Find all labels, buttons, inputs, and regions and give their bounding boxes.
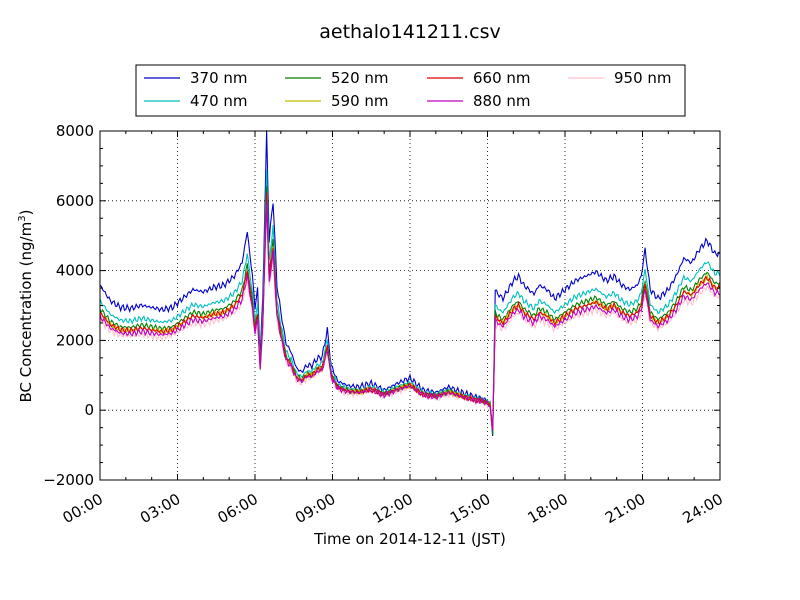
grid-lines [100,131,720,480]
legend-label-950-nm: 950 nm [614,69,672,87]
y-tick-label: −2000 [43,471,94,489]
y-axis-label: BC Concentration (ng/m3) [17,210,35,403]
y-tick-labels: −2000 0 2000 4000 6000 8000 [43,122,94,489]
legend-frame [135,64,686,117]
legend: 370 nm 470 nm 520 nm 590 nm 660 nm 880 nm 950 … [135,64,686,117]
chart-title: aethalo141211.csv [319,21,501,43]
series-line-370-nm [99,130,721,437]
series-line-470-nm [99,169,721,433]
legend-label-370-nm: 370 nm [190,69,248,87]
legend-label-880-nm: 880 nm [473,92,531,110]
legend-label-470-nm: 470 nm [190,92,248,110]
series-group [99,130,721,437]
legend-label-590-nm: 590 nm [331,92,389,110]
legend-label-660-nm: 660 nm [473,69,531,87]
y-tick-label: 4000 [56,262,94,280]
legend-label-520-nm: 520 nm [331,69,389,87]
y-tick-label: 2000 [56,331,94,349]
y-axis-label-close: ) [17,210,35,216]
plot-background [100,131,720,480]
y-axis-label-superscript: 3 [17,215,28,221]
series-line-880-nm [99,203,721,431]
y-tick-label: 8000 [56,122,94,140]
y-axis-label-main: BC Concentration (ng/m [17,222,35,403]
plot-area [99,130,721,481]
axis-ticks [99,130,721,481]
y-tick-label: 0 [84,401,94,419]
x-axis-label: Time on 2014-12-11 (JST) [313,530,506,548]
y-tick-label: 6000 [56,192,94,210]
